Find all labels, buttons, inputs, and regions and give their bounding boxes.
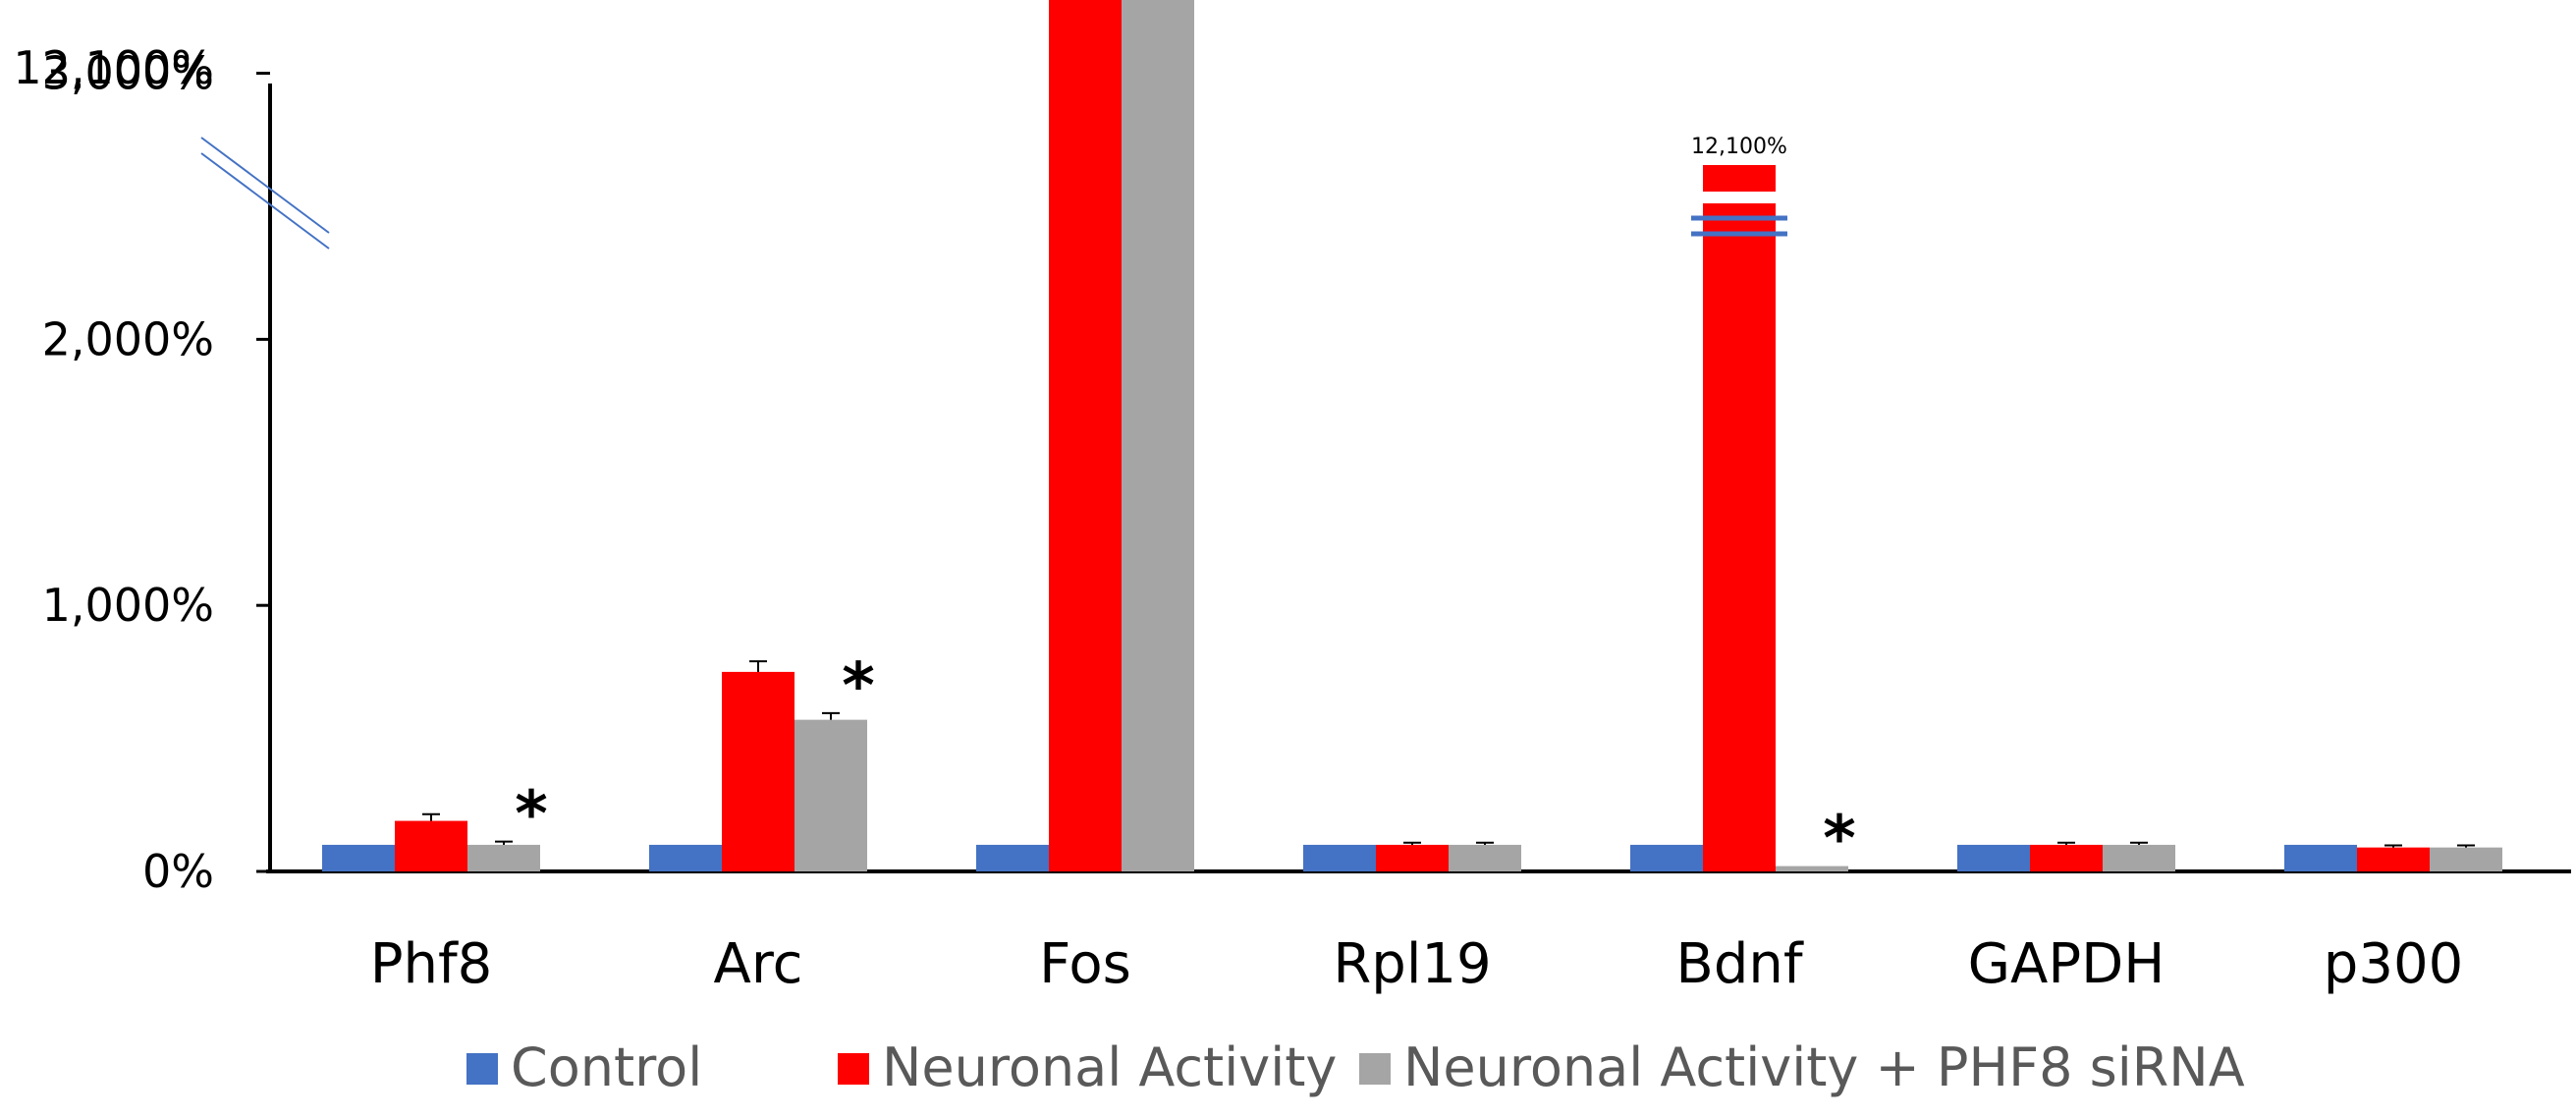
significance-star-arc: * (842, 650, 874, 723)
axis-break-mark (200, 137, 330, 234)
y-tick-label-break: 12,100% (13, 41, 214, 94)
x-tick-label-rpl19: Rpl19 (1333, 932, 1491, 996)
x-tick-label-gapdh: GAPDH (1968, 932, 2165, 996)
bar-rpl19-neuronal-activity-phf8-sirna (1449, 844, 1521, 871)
x-tick-label-bdnf: Bdnf (1675, 932, 1803, 996)
legend-item-control: Control (466, 1036, 702, 1098)
bar-arc-control (649, 844, 722, 871)
bar-gapdh-neuronal-activity-phf8-sirna (2103, 844, 2175, 871)
x-tick-label-p300: p300 (2324, 932, 2463, 996)
bar-break-gap (1701, 192, 1778, 203)
legend-swatch-neuronal-activity-phf8-sirna (1359, 1053, 1391, 1085)
bar-p300-control (2284, 844, 2357, 871)
bar-arc-neuronal-activity-phf8-sirna (795, 719, 867, 871)
axis-break-mark (200, 152, 330, 250)
bar-bdnf-neuronal-activity-phf8-sirna (1776, 866, 1848, 871)
legend-label-neuronal-activity-phf8-sirna: Neuronal Activity + PHF8 siRNA (1403, 1036, 2245, 1098)
y-tick-label: 3,000% (42, 47, 214, 100)
axes: 0%1,000%2,000%3,000%4,000%5,000%12,100% (13, 41, 2571, 898)
significance-star-phf8: * (515, 779, 547, 852)
legend-label-control: Control (511, 1036, 702, 1098)
bar-bdnf-neuronal-activity (1703, 165, 1776, 871)
bar-phf8-control (322, 844, 395, 871)
legend-item-neuronal-activity-phf8-sirna: Neuronal Activity + PHF8 siRNA (1359, 1036, 2245, 1098)
x-tick-label-phf8: Phf8 (370, 932, 493, 996)
bar-fos-neuronal-activity (1049, 0, 1122, 872)
legend-item-neuronal-activity: Neuronal Activity (838, 1036, 1337, 1098)
legend-swatch-control (466, 1053, 498, 1085)
x-tick-label-arc: Arc (714, 932, 803, 996)
bar-gapdh-control (1957, 844, 2030, 871)
bar-rpl19-control (1303, 844, 1376, 871)
bar-p300-neuronal-activity (2357, 847, 2430, 871)
y-tick-label: 2,000% (42, 312, 214, 365)
significance-star-bdnf: * (1823, 804, 1855, 876)
bar-gapdh-neuronal-activity (2030, 844, 2103, 871)
bar-arc-neuronal-activity (722, 671, 795, 871)
legend-label-neuronal-activity: Neuronal Activity (882, 1036, 1337, 1098)
y-tick-label: 0% (142, 845, 214, 898)
bar-rpl19-neuronal-activity (1376, 844, 1449, 871)
legend-swatch-neuronal-activity (838, 1053, 869, 1085)
bar-fos-control (976, 844, 1049, 871)
legend: Control Neuronal Activity Neuronal Activit… (466, 1036, 2245, 1098)
bar-p300-neuronal-activity-phf8-sirna (2430, 847, 2502, 871)
bar-phf8-neuronal-activity-phf8-sirna (467, 844, 540, 871)
x-tick-labels: Phf8 Arc Fos Rpl19 Bdnf GAPDH p300 (370, 932, 2464, 996)
bar-bdnf-control (1630, 844, 1703, 871)
bar-fos-neuronal-activity-phf8-sirna (1122, 0, 1194, 872)
y-tick-label: 1,000% (42, 579, 214, 632)
bar-value-label-bdnf: 12,100% (1691, 135, 1787, 159)
bars: * * * 12,100% (322, 0, 2502, 876)
x-tick-label-fos: Fos (1039, 932, 1131, 996)
bar-phf8-neuronal-activity (395, 820, 467, 871)
